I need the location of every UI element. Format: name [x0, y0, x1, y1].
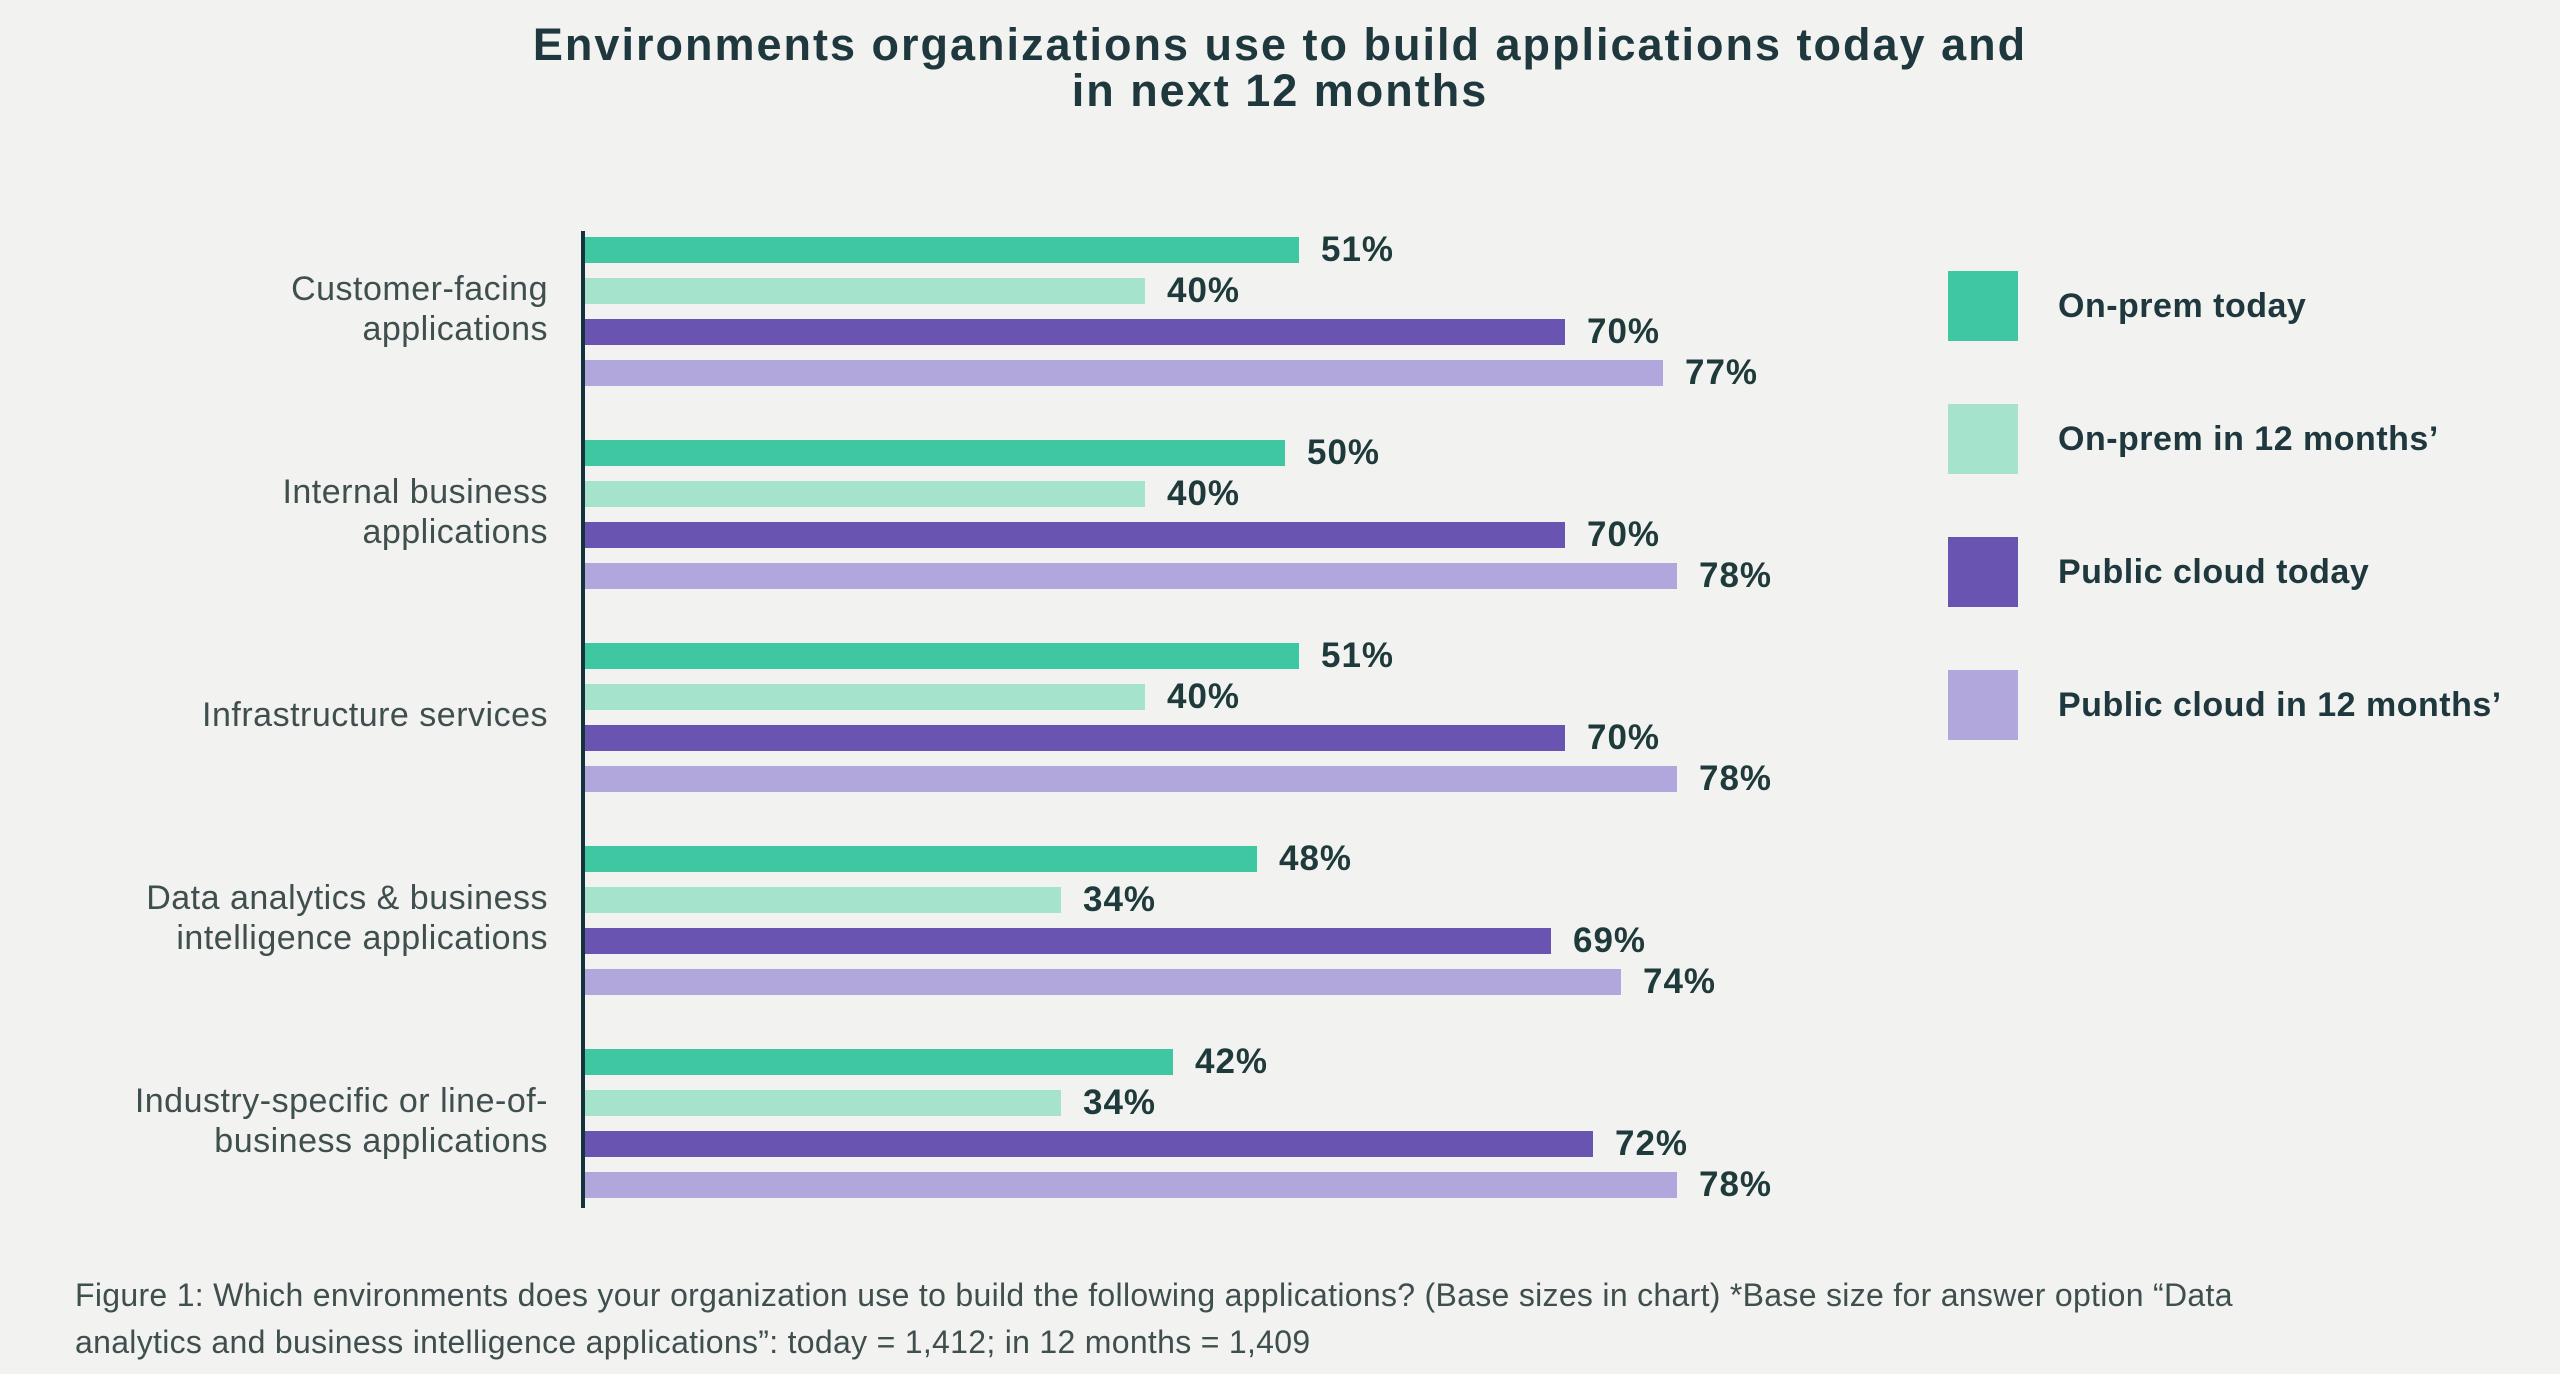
bar-value-label: 70% — [1587, 515, 1661, 554]
category-label: Industry-specific or line-of- business a… — [134, 1082, 548, 1160]
bar-value-label: 51% — [1321, 636, 1395, 675]
bar-value-label: 70% — [1587, 718, 1661, 757]
bar-value-label: 77% — [1685, 353, 1759, 392]
bar-value-label: 50% — [1307, 433, 1381, 472]
bar — [585, 1131, 1593, 1157]
legend-label: Public cloud in 12 months’ — [2058, 685, 2502, 724]
bar — [585, 684, 1145, 710]
legend-swatch-on-prem-today — [1948, 271, 2018, 341]
legend-item-public-cloud-today: Public cloud today — [1948, 537, 2502, 607]
legend-swatch-public-cloud-today — [1948, 537, 2018, 607]
figure-caption-line1: Figure 1: Which environments does your o… — [75, 1277, 2233, 1313]
bar — [585, 969, 1621, 995]
bar-value-label: 34% — [1083, 1083, 1157, 1122]
bar — [585, 1090, 1061, 1116]
bar — [585, 481, 1145, 507]
bar-value-label: 40% — [1167, 271, 1241, 310]
category-label: Customer-facing applications — [291, 270, 548, 348]
legend-label: On-prem in 12 months’ — [2058, 419, 2439, 458]
chart-title-line1: Environments organizations use to build … — [532, 19, 2028, 70]
category-label: Internal business applications — [282, 473, 548, 551]
bar — [585, 563, 1677, 589]
chart-title-line2: in next 12 months — [1071, 65, 1489, 116]
chart-title: Environments organizations use to build … — [0, 22, 2560, 114]
legend-swatch-public-cloud-12-months — [1948, 670, 2018, 740]
bar-value-label: 51% — [1321, 230, 1395, 269]
legend-item-public-cloud-12-months: Public cloud in 12 months’ — [1948, 670, 2502, 740]
figure-caption-line2: analytics and business intelligence appl… — [75, 1324, 1311, 1360]
bar-value-label: 72% — [1615, 1124, 1689, 1163]
bar — [585, 766, 1677, 792]
legend-label: Public cloud today — [2058, 552, 2370, 591]
bar-value-label: 78% — [1699, 759, 1773, 798]
bar — [585, 725, 1565, 751]
category-label: Data analytics & business intelligence a… — [146, 879, 548, 957]
bar-value-label: 70% — [1587, 312, 1661, 351]
bar-value-label: 42% — [1195, 1042, 1269, 1081]
legend-item-on-prem-today: On-prem today — [1948, 271, 2502, 341]
legend-label: On-prem today — [2058, 286, 2307, 325]
bar — [585, 440, 1285, 466]
bar-value-label: 40% — [1167, 474, 1241, 513]
legend-swatch-on-prem-12-months — [1948, 404, 2018, 474]
bar-value-label: 48% — [1279, 839, 1353, 878]
bar — [585, 278, 1145, 304]
bar — [585, 643, 1299, 669]
axis-line — [581, 231, 585, 1208]
bar — [585, 360, 1663, 386]
bar — [585, 928, 1551, 954]
figure-caption: Figure 1: Which environments does your o… — [75, 1272, 2515, 1366]
bar — [585, 522, 1565, 548]
bar-value-label: 34% — [1083, 880, 1157, 919]
bar — [585, 319, 1565, 345]
bar — [585, 887, 1061, 913]
bar-value-label: 78% — [1699, 1165, 1773, 1204]
category-label: Infrastructure services — [202, 696, 548, 734]
legend: On-prem today On-prem in 12 months’ Publ… — [1948, 271, 2502, 803]
bar-value-label: 74% — [1643, 962, 1717, 1001]
bar-value-label: 69% — [1573, 921, 1647, 960]
bar — [585, 1172, 1677, 1198]
bar — [585, 846, 1257, 872]
legend-item-on-prem-12-months: On-prem in 12 months’ — [1948, 404, 2502, 474]
bar-value-label: 40% — [1167, 677, 1241, 716]
bar — [585, 237, 1299, 263]
bar — [585, 1049, 1173, 1075]
bar-value-label: 78% — [1699, 556, 1773, 595]
